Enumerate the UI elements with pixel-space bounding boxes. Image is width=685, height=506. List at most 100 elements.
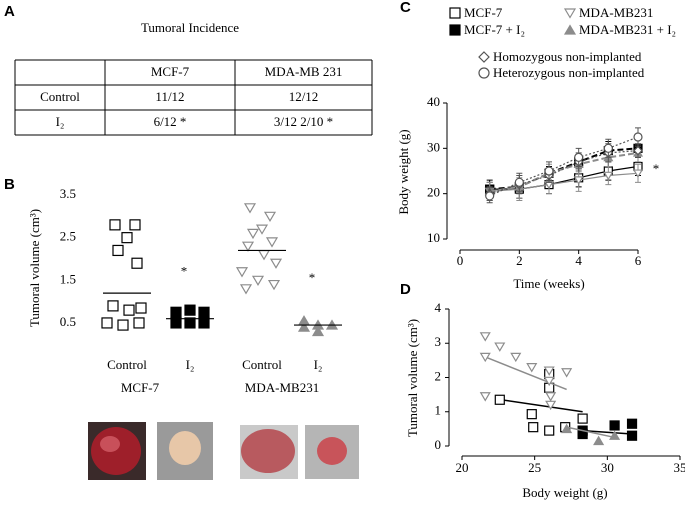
tumor (241, 429, 295, 473)
group-label: MCF-7 (121, 380, 160, 395)
legend-marker (478, 67, 490, 79)
legend-marker (449, 24, 461, 36)
series-line (489, 147, 639, 191)
data-point (633, 145, 643, 156)
data-point (577, 428, 588, 440)
data-point (526, 409, 537, 420)
x-tick-label: 6 (635, 253, 642, 268)
data-point (479, 392, 491, 402)
data-point (135, 302, 147, 314)
data-point (603, 171, 614, 181)
y-tick-label: 10 (427, 230, 440, 245)
x-tick-label: 35 (674, 460, 685, 475)
data-point (263, 211, 277, 223)
data-point (609, 430, 621, 440)
data-point (632, 169, 644, 179)
data-point (251, 275, 265, 286)
group-label: MDA-MB231 (245, 380, 319, 395)
data-point (246, 228, 260, 240)
data-point (633, 132, 643, 142)
data-point (577, 413, 588, 424)
x-tick-label: 30 (601, 460, 614, 475)
y-tick-label: 30 (427, 139, 440, 154)
data-point (573, 176, 584, 185)
panel-label: B (4, 176, 15, 193)
y-tick-label: 0.5 (60, 314, 76, 329)
x-axis-label: Time (weeks) (513, 276, 584, 291)
y-axis-label: Tumoral volume (cm³) (27, 209, 42, 327)
series-line (489, 151, 639, 193)
data-point (311, 325, 325, 337)
y-tick-label: 1.5 (60, 271, 76, 286)
legend-marker (449, 7, 461, 19)
data-point (129, 219, 141, 231)
table-cell: Control (40, 89, 80, 104)
data-point (514, 177, 524, 187)
data-point (494, 394, 505, 405)
y-tick-label: 20 (427, 185, 440, 200)
tumor (91, 427, 141, 475)
series-line (489, 172, 639, 192)
data-point (526, 363, 538, 373)
data-point (184, 317, 196, 329)
y-tick-label: 40 (427, 94, 440, 109)
data-point (269, 258, 283, 269)
legend-label: MDA-MB231 + I₂ (579, 22, 676, 37)
data-point (101, 317, 113, 329)
tumor-photos (88, 422, 359, 480)
x-tick-label: 20 (456, 460, 469, 475)
y-axis-label: Body weight (g) (396, 129, 411, 214)
data-point (170, 306, 182, 318)
data-point (543, 366, 555, 376)
table-header: MDA-MB 231 (265, 64, 343, 79)
data-point (198, 306, 210, 318)
data-point (494, 342, 506, 352)
table-cell: I₂ (56, 114, 65, 129)
data-point (109, 219, 121, 231)
legend-marker (478, 51, 490, 63)
data-point (235, 267, 249, 278)
data-point (297, 321, 311, 332)
data-point (257, 250, 271, 261)
table-cell: 12/12 (289, 89, 319, 104)
y-tick-label: 1 (435, 403, 442, 418)
annotation: * (653, 161, 660, 176)
tumor (317, 437, 347, 465)
fit-line (501, 399, 583, 413)
legend-label: MCF-7 (464, 5, 503, 20)
data-point (561, 423, 573, 434)
data-point (265, 237, 279, 248)
data-point (485, 191, 495, 201)
data-point (107, 300, 119, 312)
legend-label: Heterozygous non-implanted (493, 65, 645, 80)
y-tick-label: 2.5 (60, 229, 76, 244)
data-point (510, 352, 522, 363)
fit-line (484, 356, 567, 391)
panel-label: D (400, 281, 411, 298)
table-cell: 11/12 (155, 89, 184, 104)
tumor (100, 436, 120, 452)
x-tick-label: I₂ (314, 357, 323, 372)
series-line (489, 136, 639, 197)
data-point (170, 317, 182, 329)
table-title: Tumoral Incidence (141, 20, 239, 35)
data-point (543, 376, 555, 387)
data-point (241, 241, 255, 252)
x-tick-label: 4 (575, 253, 582, 268)
x-axis-label: Body weight (g) (522, 485, 607, 500)
legend-label: Homozygous non-implanted (493, 49, 642, 64)
x-tick-label: I₂ (186, 357, 195, 372)
fit-line (566, 426, 615, 439)
data-point (609, 420, 620, 431)
y-tick-label: 0 (435, 437, 442, 452)
data-point (479, 352, 491, 363)
data-point (112, 244, 124, 257)
legend-marker (563, 8, 577, 19)
legend-marker (563, 24, 577, 35)
data-point (528, 422, 539, 433)
data-point (593, 435, 605, 446)
panel-label: C (400, 0, 411, 16)
data-point (117, 319, 129, 331)
x-tick-label: Control (242, 357, 282, 372)
data-point (545, 400, 557, 411)
